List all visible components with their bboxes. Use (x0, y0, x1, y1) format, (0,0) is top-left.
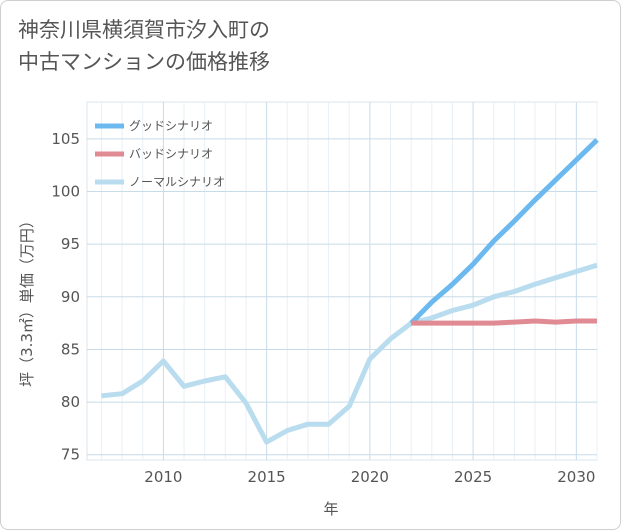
y-tick-label-100: 100 (51, 183, 80, 201)
legend-label-2: ノーマルシナリオ (129, 175, 225, 189)
chart-title: 神奈川県横須賀市汐入町の 中古マンションの価格推移 (18, 14, 270, 78)
legend-label-0: グッドシナリオ (129, 119, 213, 133)
y-tick-label-95: 95 (61, 235, 80, 253)
y-tick-label-75: 75 (61, 446, 80, 464)
x-axis-label: 年 (323, 500, 338, 518)
x-axis-ticks: 2010 2015 2020 2025 2030 (144, 468, 595, 486)
series-line-1 (411, 318, 597, 326)
x-tick-label-2030: 2030 (557, 468, 595, 486)
x-tick-label-2010: 2010 (144, 468, 182, 486)
x-tick-label-2020: 2020 (351, 468, 389, 486)
y-axis-ticks: 75 80 85 90 95 100 105 (51, 130, 80, 464)
x-tick-label-2025: 2025 (454, 468, 492, 486)
y-tick-label-90: 90 (61, 288, 80, 306)
y-tick-label-85: 85 (61, 340, 80, 358)
y-axis-label: 坪（3.3㎡）単価（万円） (18, 213, 36, 387)
legend-label-1: バッドシナリオ (129, 147, 213, 161)
title-line-2: 中古マンションの価格推移 (18, 50, 270, 74)
series-lines (101, 138, 599, 445)
series-line-2 (101, 262, 598, 445)
y-tick-label-105: 105 (51, 130, 80, 148)
series-line-0 (409, 138, 599, 325)
y-tick-label-80: 80 (61, 393, 80, 411)
title-line-1: 神奈川県横須賀市汐入町の (18, 18, 270, 42)
x-tick-label-2015: 2015 (248, 468, 286, 486)
